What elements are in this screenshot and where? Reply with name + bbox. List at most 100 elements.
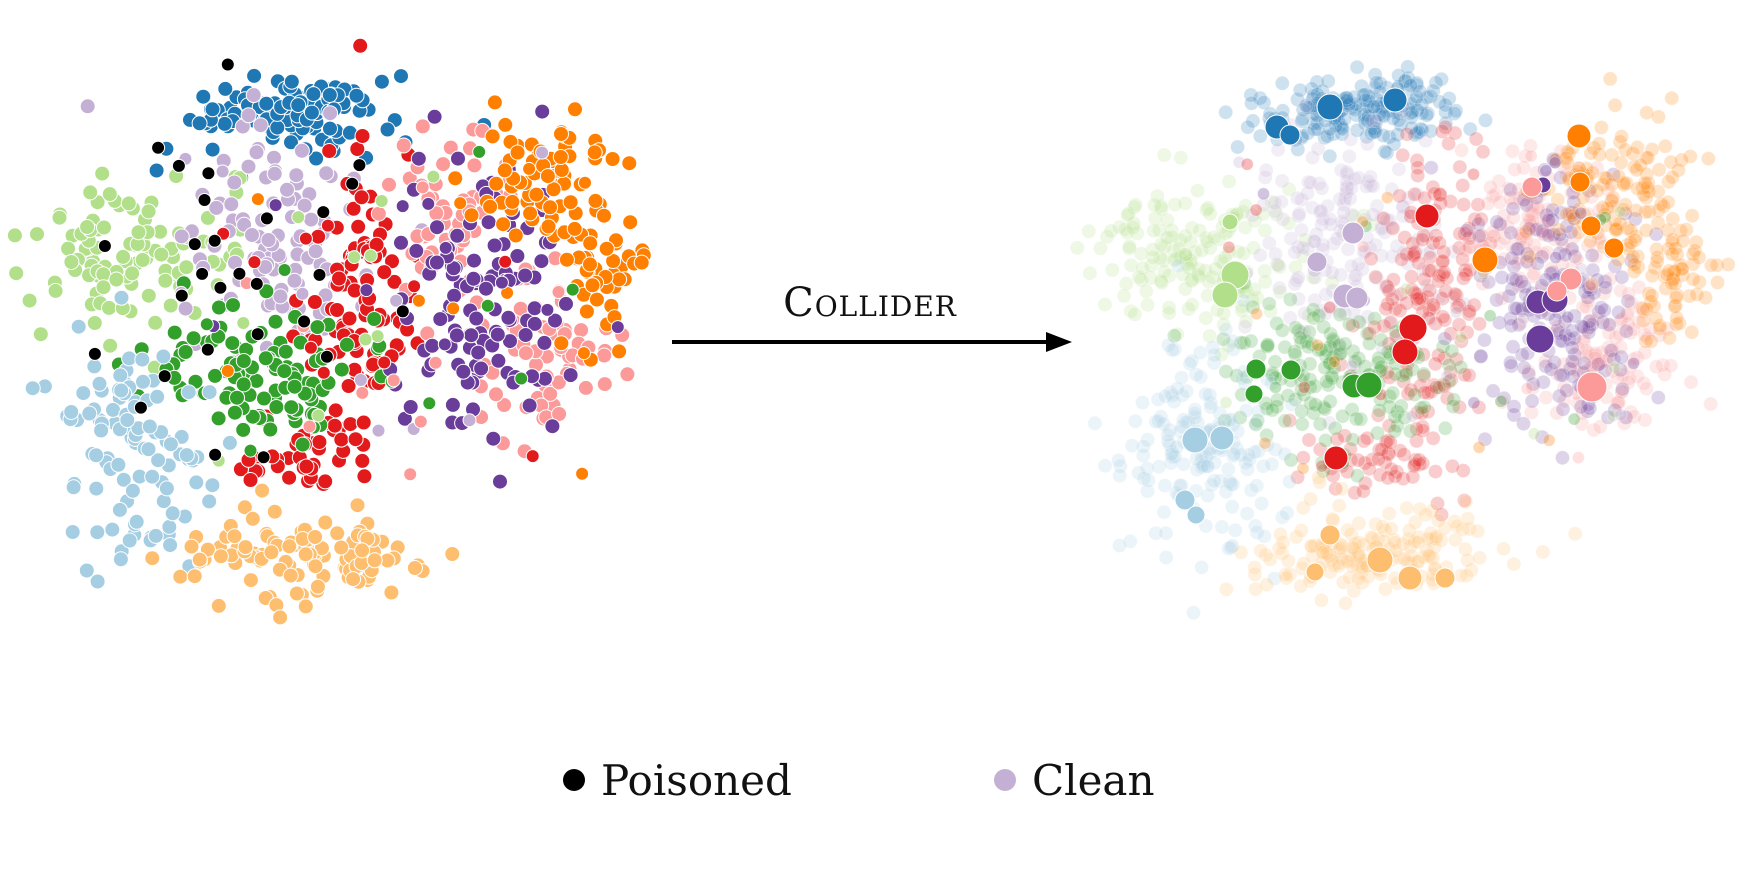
scatter-point bbox=[151, 140, 166, 155]
scatter-point bbox=[1146, 223, 1162, 239]
scatter-point bbox=[1282, 292, 1298, 307]
scatter-point bbox=[102, 337, 119, 354]
scatter-point bbox=[101, 186, 118, 203]
scatter-point bbox=[256, 450, 271, 465]
scatter-point bbox=[1437, 420, 1453, 436]
scatter-point bbox=[354, 542, 371, 559]
scatter-point bbox=[220, 364, 235, 378]
scatter-point bbox=[1239, 284, 1255, 299]
embedding-plot-before bbox=[6, 37, 652, 626]
scatter-point bbox=[1593, 120, 1609, 135]
scatter-point bbox=[1349, 468, 1365, 484]
scatter-point bbox=[1238, 455, 1254, 471]
scatter-point bbox=[393, 68, 409, 85]
scatter-point bbox=[63, 404, 80, 420]
scatter-point bbox=[1369, 425, 1385, 441]
scatter-point bbox=[1444, 458, 1460, 474]
scatter-point bbox=[463, 327, 480, 344]
scatter-point bbox=[1240, 157, 1254, 171]
scatter-point bbox=[421, 196, 436, 211]
arrow-label: Collider bbox=[783, 280, 957, 326]
scatter-point bbox=[1377, 144, 1393, 160]
scatter-point bbox=[1249, 203, 1263, 217]
scatter-point bbox=[1136, 471, 1152, 486]
scatter-point bbox=[185, 330, 202, 347]
scatter-point bbox=[242, 472, 259, 488]
scatter-point bbox=[1270, 257, 1286, 273]
scatter-point bbox=[210, 410, 227, 427]
highlighted-point bbox=[1576, 371, 1608, 403]
scatter-point bbox=[1549, 251, 1563, 264]
scatter-point bbox=[208, 199, 225, 216]
scatter-point bbox=[177, 344, 194, 360]
scatter-point bbox=[257, 350, 274, 367]
scatter-point bbox=[1126, 216, 1142, 231]
scatter-point bbox=[1269, 207, 1284, 222]
scatter-point bbox=[1472, 550, 1488, 566]
scatter-point bbox=[402, 399, 419, 415]
scatter-point bbox=[1614, 129, 1630, 145]
scatter-point bbox=[1235, 204, 1251, 220]
scatter-point bbox=[329, 525, 346, 542]
scatter-point bbox=[1354, 78, 1370, 94]
scatter-point bbox=[268, 399, 285, 415]
scatter-point bbox=[311, 408, 326, 423]
scatter-point bbox=[1178, 247, 1194, 263]
scatter-point bbox=[1274, 75, 1290, 91]
scatter-point bbox=[51, 209, 68, 226]
scatter-point bbox=[1301, 308, 1317, 323]
scatter-point bbox=[110, 456, 127, 473]
highlighted-point bbox=[1305, 562, 1325, 582]
scatter-point bbox=[1249, 290, 1265, 306]
scatter-point bbox=[1453, 359, 1469, 375]
highlighted-point bbox=[1279, 124, 1301, 146]
scatter-point bbox=[1147, 197, 1162, 213]
scatter-point bbox=[1245, 113, 1261, 129]
scatter-point bbox=[1206, 229, 1222, 245]
scatter-point bbox=[162, 297, 179, 314]
scatter-point bbox=[1361, 88, 1377, 104]
scatter-point bbox=[147, 527, 164, 544]
scatter-point bbox=[1169, 326, 1185, 342]
scatter-point bbox=[1684, 208, 1700, 224]
scatter-point bbox=[497, 116, 514, 133]
scatter-point bbox=[1360, 309, 1376, 325]
highlighted-point bbox=[1244, 384, 1264, 404]
scatter-point bbox=[140, 441, 157, 458]
scatter-point bbox=[1607, 97, 1623, 113]
scatter-point bbox=[1335, 121, 1351, 137]
scatter-point bbox=[1252, 128, 1268, 144]
scatter-point bbox=[1449, 305, 1463, 319]
scatter-point bbox=[1627, 356, 1641, 370]
scatter-point bbox=[267, 313, 284, 330]
scatter-point bbox=[1350, 256, 1366, 272]
scatter-point bbox=[347, 431, 364, 448]
scatter-point bbox=[1227, 522, 1243, 538]
scatter-point bbox=[502, 333, 518, 350]
scatter-point bbox=[1125, 220, 1141, 235]
scatter-point bbox=[1158, 550, 1174, 565]
scatter-point bbox=[1322, 300, 1338, 316]
scatter-point bbox=[1171, 241, 1187, 256]
scatter-point bbox=[1419, 228, 1434, 243]
scatter-point bbox=[1069, 240, 1085, 256]
scatter-point bbox=[1143, 270, 1159, 286]
scatter-point bbox=[1720, 257, 1736, 272]
scatter-point bbox=[1411, 124, 1427, 140]
scatter-point bbox=[97, 239, 112, 253]
scatter-point bbox=[121, 350, 138, 367]
scatter-point bbox=[1293, 523, 1309, 538]
scatter-point bbox=[1345, 359, 1359, 373]
scatter-point bbox=[89, 573, 106, 590]
scatter-point bbox=[1314, 217, 1330, 232]
scatter-point bbox=[178, 447, 195, 464]
scatter-point bbox=[191, 115, 208, 132]
scatter-point bbox=[133, 400, 148, 415]
scatter-point bbox=[1440, 369, 1454, 383]
scatter-point bbox=[1191, 261, 1207, 277]
scatter-point bbox=[1437, 97, 1453, 113]
scatter-point bbox=[153, 246, 170, 263]
scatter-point bbox=[226, 174, 243, 191]
scatter-point bbox=[1313, 303, 1329, 319]
scatter-point bbox=[210, 597, 227, 614]
